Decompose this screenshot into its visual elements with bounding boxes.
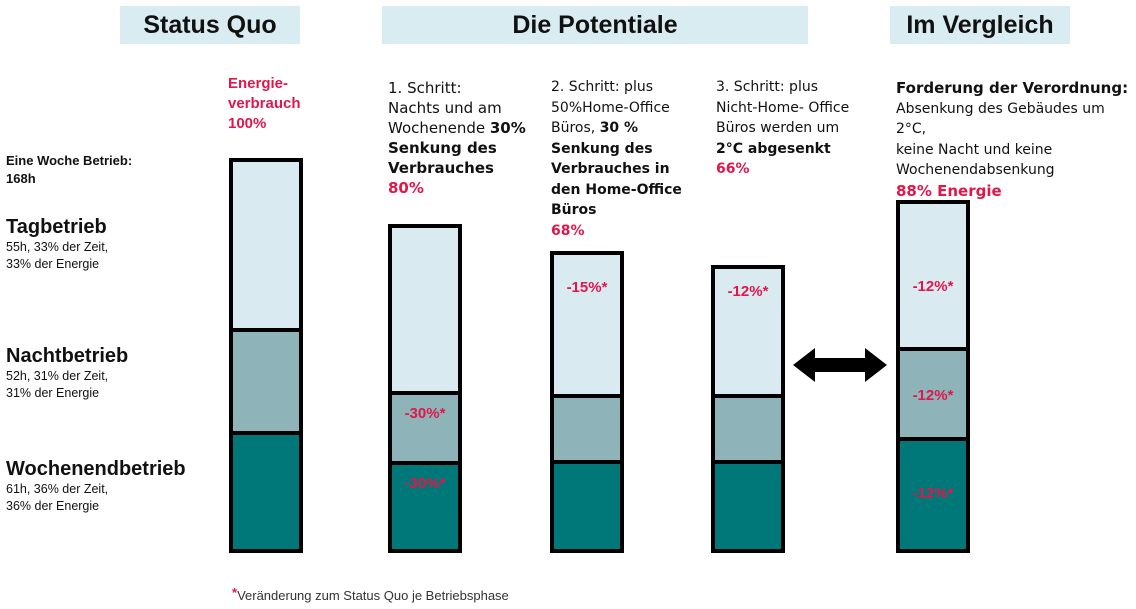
bar3-segment-nacht [715, 398, 781, 460]
wochenende-line2: 36% der Energie [6, 499, 100, 513]
footnote: *Veränderung zum Status Quo je Betriebsp… [232, 585, 509, 603]
col0-line2: verbrauch [228, 95, 301, 112]
tag-line2: 33% der Energie [6, 257, 100, 271]
bar3-segment-wochenende [715, 464, 781, 549]
bar-verordnung: -12%* -12%* -12%* [896, 200, 970, 553]
header-vergleich: Im Vergleich [890, 6, 1070, 44]
col1-line3: Wochenende 30% [388, 118, 526, 138]
bar4-segment-nacht: -12%* [900, 351, 966, 437]
col1-line4: Senkung des [388, 139, 497, 157]
col2-line2: 50%Home-Office [551, 99, 670, 116]
bar-schritt-2: -15%* [550, 251, 624, 553]
col2-line3a: Büros, [551, 120, 600, 136]
bar1-nacht-change: -30%* [404, 405, 446, 422]
col1-line1: 1. Schritt: [388, 79, 462, 97]
tag-title: Tagbetrieb [6, 216, 107, 238]
col1-line3a: Wochenende [388, 119, 490, 137]
bar2-segment-wochenende [554, 464, 620, 549]
bar-status-quo [229, 158, 303, 553]
col3-line2: Nicht-Home- Office [716, 99, 850, 116]
bar0-segment-nacht [233, 332, 299, 431]
col3-line3: Büros werden um [716, 120, 840, 136]
col2-line3: Büros, 30 % [551, 118, 682, 139]
nacht-label: Nachtbetrieb 52h, 31% der Zeit, 31% der … [6, 345, 128, 402]
bar-schritt-3: -12%* [711, 265, 785, 553]
wochenende-label: Wochenendbetrieb 61h, 36% der Zeit, 36% … [6, 458, 186, 515]
bar0-segment-wochenende [233, 435, 299, 549]
wochenende-title: Wochenendbetrieb [6, 458, 186, 480]
bar-schritt-1: -30%* -30%* [388, 224, 462, 553]
footnote-text: Veränderung zum Status Quo je Betriebsph… [237, 588, 509, 603]
col4-caption: Forderung der Verordnung: Absenkung des … [896, 78, 1136, 201]
woche-line2: 168h [6, 171, 36, 186]
bar1-segment-tag [392, 228, 458, 391]
bar1-segment-nacht: -30%* [392, 395, 458, 461]
nacht-title: Nachtbetrieb [6, 345, 129, 367]
bar4-tag-change: -12%* [912, 278, 954, 295]
footnote-star: * [232, 585, 238, 600]
col1-caption: 1. Schritt: Nachts und am Wochenende 30%… [388, 78, 526, 198]
col3-line4: 2°C abgesenkt [716, 140, 831, 157]
col1-line3b: 30% [489, 119, 526, 137]
col1-line2: Nachts und am [388, 99, 502, 117]
col4-line4: Wochenendabsenkung [896, 162, 1055, 178]
col3-line1: 3. Schritt: plus [716, 79, 818, 95]
bar2-segment-tag: -15%* [554, 255, 620, 394]
woche-label: Eine Woche Betrieb: 168h [6, 152, 132, 188]
wochenende-line1: 61h, 36% der Zeit, [6, 482, 109, 496]
col0-caption: Energie- verbrauch 100% [228, 74, 301, 134]
bar4-we-change: -12%* [912, 485, 954, 502]
col2-line8: 68% [551, 222, 585, 239]
col1-line5: Verbrauches [388, 159, 494, 177]
col1-line6: 80% [388, 179, 424, 197]
bar1-segment-wochenende: -30%* [392, 465, 458, 549]
header-status-quo-label: Status Quo [143, 10, 277, 39]
bar4-segment-wochenende: -12%* [900, 441, 966, 549]
col4-line3: keine Nacht und keine [896, 141, 1053, 158]
woche-line1: Eine Woche Betrieb: [6, 153, 133, 168]
col2-line1: 2. Schritt: plus [551, 79, 653, 95]
col3-caption: 3. Schritt: plus Nicht-Home- Office Büro… [716, 77, 849, 180]
bar0-segment-tag [233, 162, 299, 328]
nacht-line2: 31% der Energie [6, 386, 100, 400]
double-arrow-icon [793, 348, 887, 382]
col4-line1: Forderung der Verordnung: [896, 79, 1129, 97]
col2-line6: den Home-Office [551, 181, 682, 198]
header-potentiale: Die Potentiale [382, 6, 808, 44]
col4-line2: Absenkung des Gebäudes um 2°C, [896, 100, 1105, 138]
tag-line1: 55h, 33% der Zeit, [6, 240, 109, 254]
header-potentiale-label: Die Potentiale [512, 10, 678, 39]
bar3-segment-tag: -12%* [715, 269, 781, 394]
col0-line3: 100% [228, 115, 267, 132]
header-status-quo: Status Quo [120, 6, 300, 44]
bar2-segment-nacht [554, 398, 620, 460]
bar2-tag-change: -15%* [566, 279, 608, 296]
header-vergleich-label: Im Vergleich [906, 10, 1054, 39]
col2-line5: Verbrauches in [551, 161, 670, 177]
bar4-nacht-change: -12%* [912, 387, 954, 404]
bar1-we-change: -30%* [404, 475, 446, 492]
bar4-segment-tag: -12%* [900, 204, 966, 347]
col3-line5: 66% [716, 161, 750, 177]
col2-line3b: 30 % [599, 120, 639, 136]
col4-line5: 88% Energie [896, 181, 1002, 200]
col2-caption: 2. Schritt: plus 50%Home-Office Büros, 3… [551, 77, 682, 241]
col2-line7: Büros [551, 202, 597, 218]
bar3-tag-change: -12%* [727, 283, 769, 300]
col0-line1: Energie- [228, 75, 289, 92]
nacht-line1: 52h, 31% der Zeit, [6, 369, 109, 383]
col2-line4: Senkung des [551, 140, 653, 157]
tag-label: Tagbetrieb 55h, 33% der Zeit, 33% der En… [6, 216, 108, 273]
